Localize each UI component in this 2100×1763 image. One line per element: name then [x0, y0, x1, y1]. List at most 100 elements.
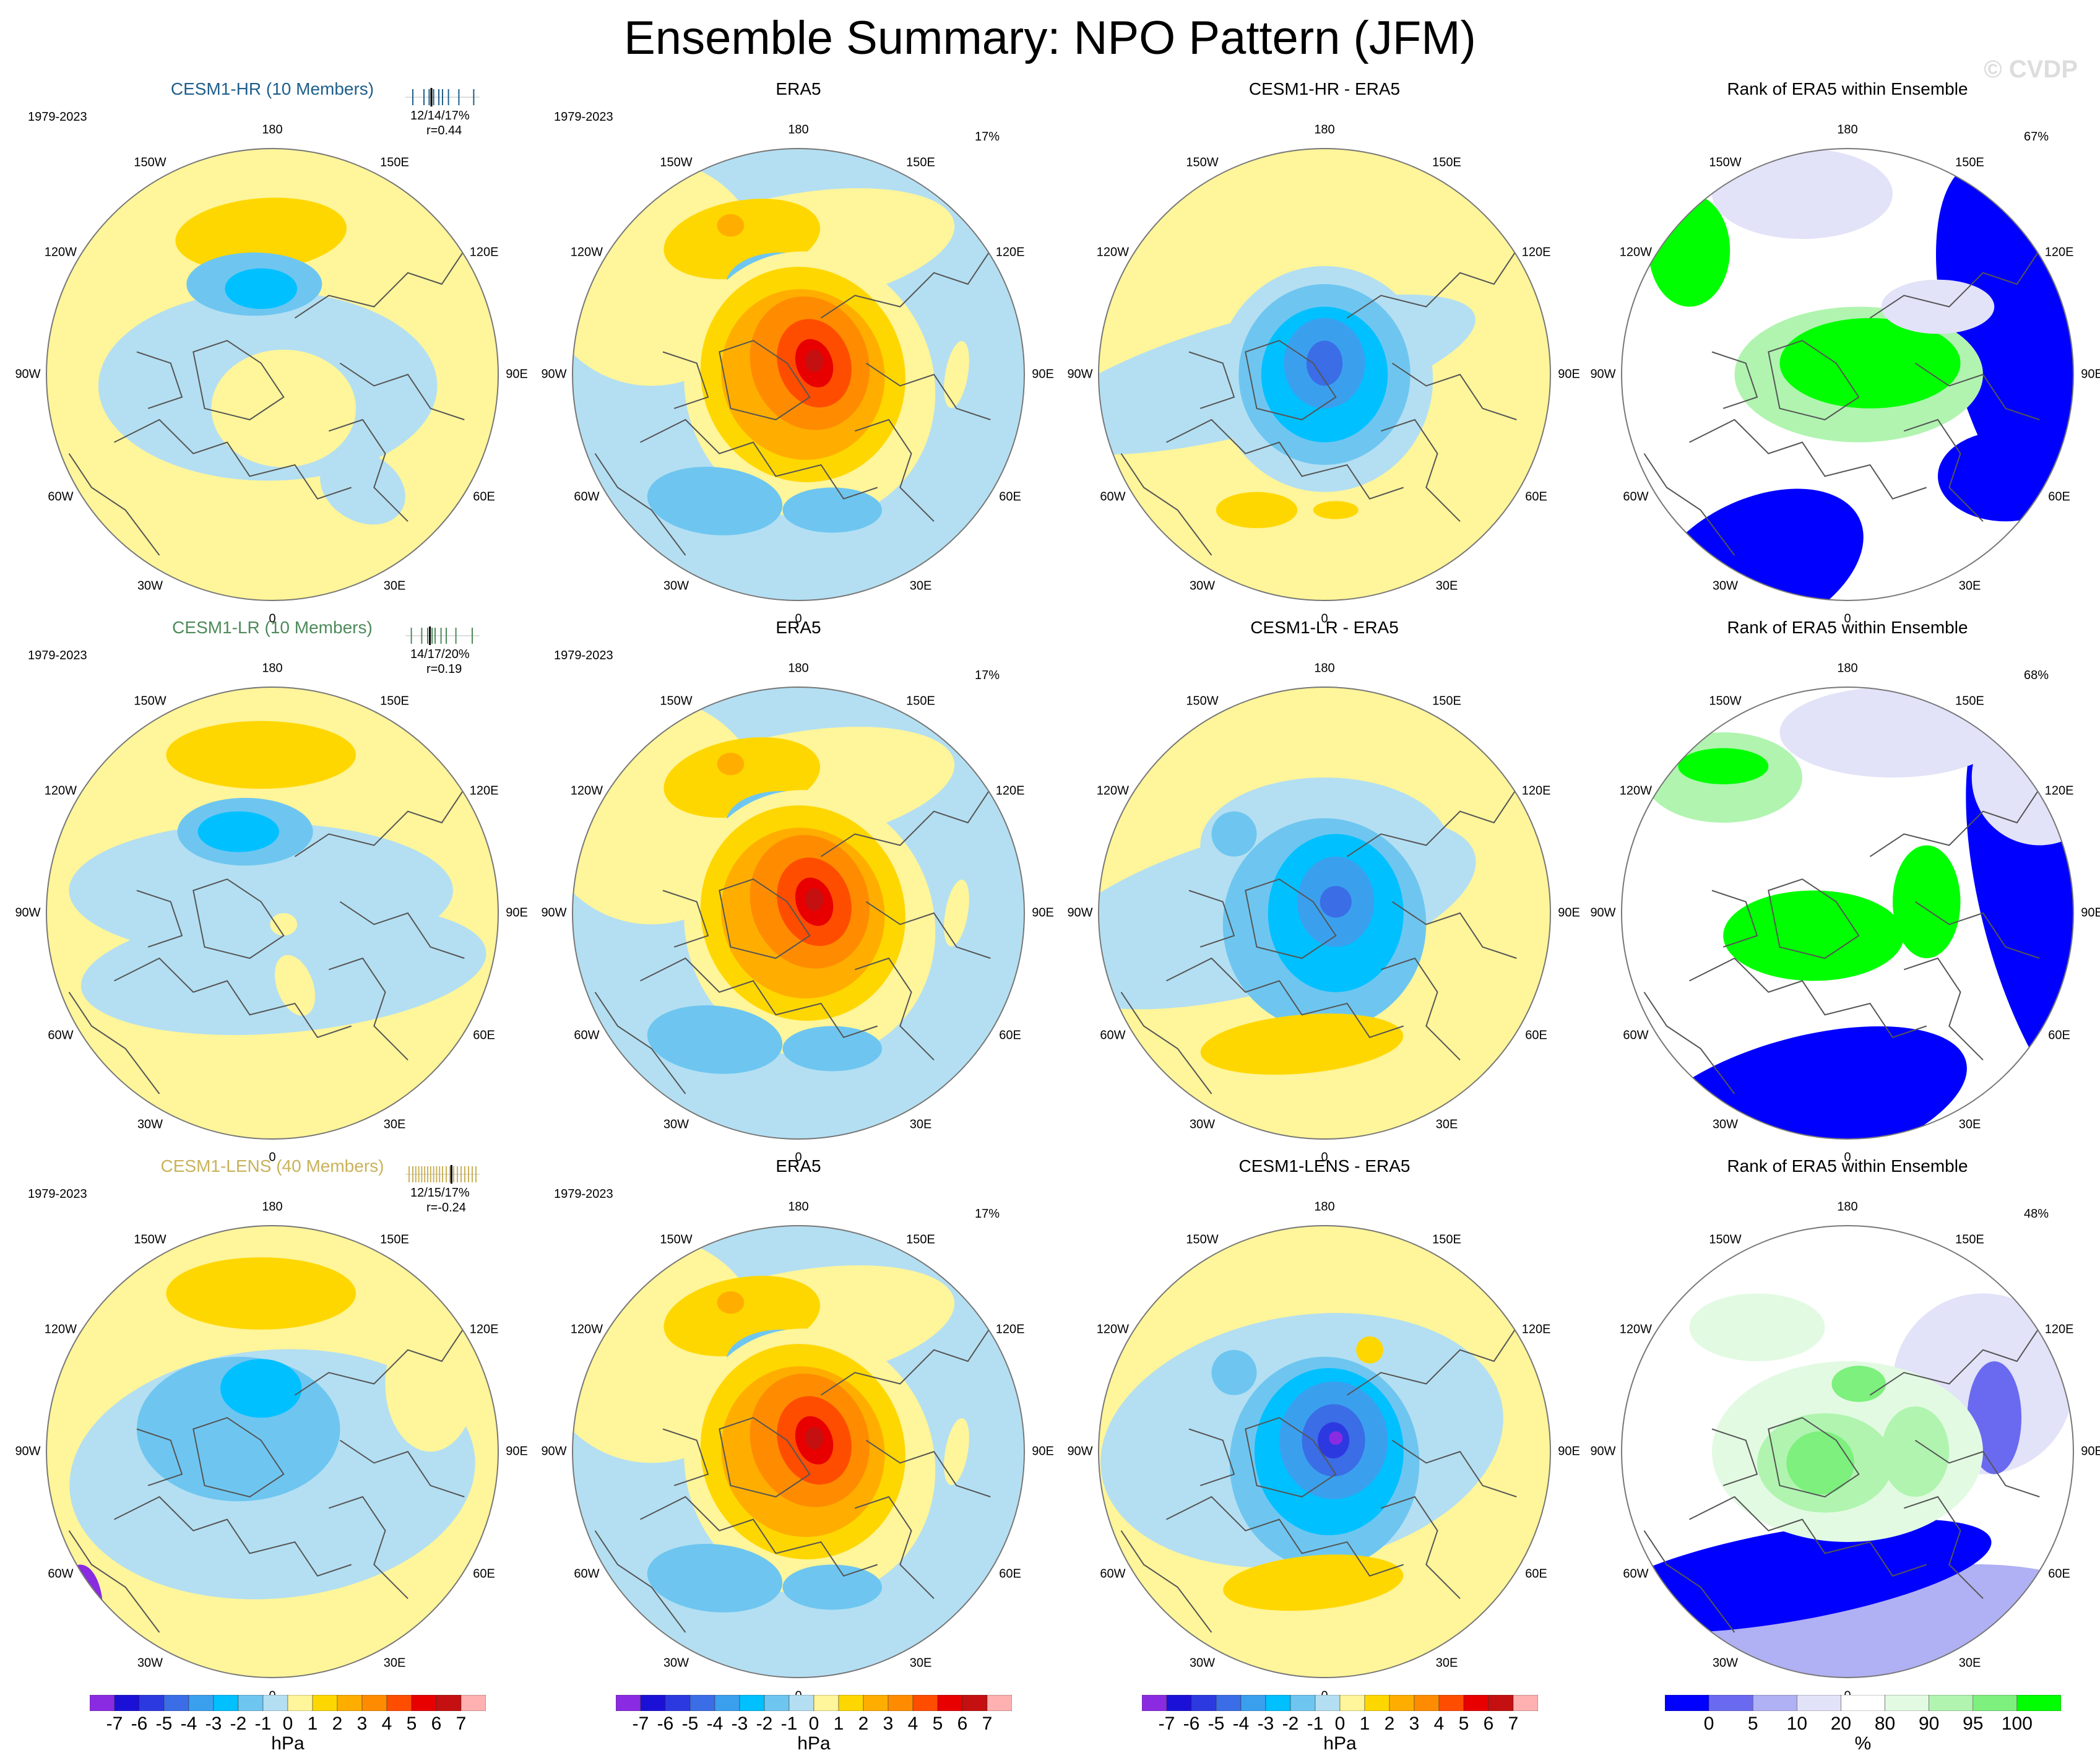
row3-diff-lon-label: 90E — [1558, 1444, 1580, 1458]
row1-diff-coastline — [1120, 453, 1212, 556]
row3-model-stats-2: r=-0.24 — [426, 1201, 466, 1215]
row2-model-contour-region — [166, 721, 356, 789]
row3-diff-map — [1098, 1225, 1551, 1678]
row2-rank-lon-label: 30W — [1712, 1117, 1739, 1132]
row2-rank-lon-label: 120W — [1619, 784, 1653, 797]
row3-rank-contour-region — [1622, 1564, 2073, 1678]
colorbar-hpa-3-label: 5 — [1458, 1713, 1469, 1734]
row2-diff-coastline — [1380, 957, 1461, 1061]
row3-model-lon-label: 150W — [134, 1232, 166, 1247]
row1-obs-coastline — [662, 351, 709, 409]
row1-rank-coastline — [1914, 362, 2040, 420]
row3-diff-lon-label: 60E — [1525, 1567, 1547, 1580]
colorbar-hpa-2-label: -2 — [756, 1713, 773, 1734]
row2-obs-field — [573, 687, 1024, 1139]
row3-rank-coastline — [1903, 1496, 1984, 1600]
row2-model-lon-label: 90E — [506, 906, 528, 920]
row3-model-lon-label: 30E — [383, 1656, 406, 1670]
row2-diff-lon-label: 60E — [1525, 1028, 1547, 1042]
row1-rank-contour-region — [1936, 160, 2073, 589]
row2-model-lon-label: 60W — [48, 1028, 74, 1042]
colorbar-rank-label: 80 — [1874, 1713, 1896, 1734]
row3-rank-map — [1621, 1225, 2074, 1678]
row3-model-period: 1979-2023 — [28, 1187, 87, 1201]
colorbar-hpa-3-label: -1 — [1307, 1713, 1324, 1734]
colorbar-swatch — [114, 1695, 140, 1711]
row3-diff-coastline — [1245, 1417, 1337, 1498]
row2-diff-lon-label: 120W — [1096, 784, 1130, 797]
row3-obs-lon-label: 30E — [909, 1656, 932, 1670]
row1-obs-coastline — [854, 418, 935, 522]
row3-model-lon-label: 90E — [506, 1444, 528, 1458]
colorbar-rank-label: 90 — [1918, 1713, 1940, 1734]
row2-diff-lon-label: 60W — [1100, 1028, 1126, 1042]
colorbar-hpa-2-label: -7 — [632, 1713, 649, 1734]
row2-obs-title: ERA5 — [776, 618, 821, 637]
row1-obs-coastline — [719, 340, 811, 421]
row3-diff-map-border — [1098, 1225, 1551, 1678]
row1-model-lon-label: 90E — [506, 367, 528, 381]
row3-obs-map-border — [572, 1225, 1025, 1678]
row2-model-lon-label: 90W — [15, 906, 41, 920]
colorbar-hpa-2-label: 1 — [833, 1713, 844, 1734]
colorbar-hpa-2-label: 0 — [808, 1713, 819, 1734]
row3-model-lon-label: 30W — [137, 1656, 163, 1670]
colorbar-hpa-1-label: -6 — [131, 1713, 148, 1734]
colorbar-swatch — [1841, 1695, 1885, 1711]
row2-model-stats-1: 14/17/20% — [410, 648, 470, 661]
row1-diff-lon-label: 0 — [1321, 612, 1328, 626]
row1-obs-period: 1979-2023 — [554, 110, 613, 124]
row2-diff-lon-label: 0 — [1321, 1150, 1328, 1164]
row1-model-lon-label: 120E — [469, 245, 499, 259]
row1-obs-contour-region — [944, 340, 969, 409]
row1-obs-lon-label: 90W — [541, 367, 567, 381]
row1-obs-contour-region — [717, 214, 745, 237]
row1-diff-coastline — [1380, 418, 1461, 522]
row3-diff-lon-label: 30W — [1189, 1656, 1216, 1670]
colorbar-hpa-3-label: -6 — [1183, 1713, 1200, 1734]
row1-model-contour-region — [211, 349, 356, 467]
row1-obs-coastline — [865, 362, 991, 420]
row2-rank-coastline — [1903, 957, 1984, 1061]
row1-diff-coastline — [1245, 340, 1337, 421]
row1-model-lon-label: 120W — [44, 245, 77, 259]
colorbar-swatch — [1885, 1695, 1929, 1711]
row3-diff-contour-region — [1329, 1431, 1343, 1445]
row3-diff-contour-region — [1211, 1349, 1257, 1395]
row3-rank-lon-label: 150W — [1709, 1232, 1742, 1247]
row2-diff-lon-label: 150W — [1186, 694, 1219, 708]
row1-rank-contour-region — [1651, 488, 1864, 600]
row3-diff-lon-label: 150W — [1186, 1232, 1219, 1247]
row1-rank-title: Rank of ERA5 within Ensemble — [1727, 79, 1968, 98]
row1-model-lon-label: 30E — [383, 579, 406, 593]
row2-model-coastline — [136, 890, 183, 948]
row3-obs-contour-region — [782, 1564, 883, 1610]
colorbar-hpa-2-label: -6 — [657, 1713, 674, 1734]
row3-rank-lon-label: 150E — [1955, 1232, 1984, 1247]
row1-diff-lon-label: 150W — [1186, 155, 1219, 170]
row2-diff-field — [1099, 687, 1550, 1139]
row1-diff-map — [1098, 148, 1551, 601]
colorbar-swatch — [863, 1695, 889, 1711]
colorbar-swatch — [386, 1695, 412, 1711]
colorbar-hpa-3-label: -2 — [1282, 1713, 1299, 1734]
row3-obs-map — [572, 1225, 1025, 1678]
row3-model-lon-label: 60E — [473, 1567, 495, 1580]
row3-diff-lon-label: 120E — [1521, 1322, 1551, 1336]
colorbar-swatch — [1973, 1695, 2018, 1711]
colorbar-hpa-3-label: -4 — [1232, 1713, 1250, 1734]
row2-obs-lon-label: 150W — [660, 694, 693, 708]
row1-diff-contour-region — [1313, 501, 1359, 519]
row1-diff-map-border — [1098, 148, 1551, 601]
row3-rank-coastline — [1643, 1530, 1735, 1633]
colorbar-swatch — [312, 1695, 338, 1711]
row1-obs-map — [572, 148, 1025, 601]
row1-rank-contour-region — [1648, 194, 1731, 307]
row1-rank-coastline — [1768, 340, 1860, 421]
row1-rank-lon-label: 150E — [1955, 155, 1984, 170]
row2-rank-coastline — [1689, 957, 1927, 1038]
row2-obs-lon-label: 30W — [663, 1117, 689, 1132]
figure-title: Ensemble Summary: NPO Pattern (JFM) — [624, 12, 1476, 64]
row2-diff-map — [1098, 687, 1551, 1140]
row3-rank-lon-label: 120W — [1619, 1322, 1653, 1336]
